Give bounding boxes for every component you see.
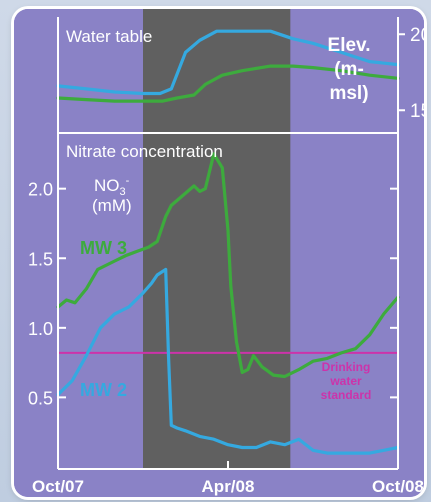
nitrate-ylabel-sub: 3 <box>120 186 126 198</box>
x-tick-label: Apr/08 <box>202 477 255 496</box>
nitrate-tick-label: 2.0 <box>28 180 53 200</box>
standard-label-line: standard <box>321 388 372 402</box>
nitrate-title: Nitrate concentration <box>66 142 223 161</box>
water-table-mw2-line <box>56 29 400 96</box>
standard-label-line: Drinking <box>322 360 371 374</box>
nitrate-ylabel-unit: (mM) <box>92 196 132 215</box>
shaded-period <box>143 9 291 469</box>
nitrate-mw3-line <box>56 152 400 379</box>
mw3-series-label: MW 3 <box>80 238 127 258</box>
water-table-ylabel-line: (m- <box>334 59 364 80</box>
mw2-series-label: MW 2 <box>80 380 127 400</box>
nitrate-ylabel-sup: - <box>126 175 130 187</box>
x-tick-label: Oct/08 <box>372 477 424 496</box>
nitrate-water-table-figure: 20 15 2.0 1.5 1.0 0.5 Oct/07 Apr/08 Oct/08 Water … <box>14 9 424 497</box>
water-table-mw3-line <box>56 64 400 103</box>
nitrate-tick-label: 0.5 <box>28 388 53 408</box>
nitrate-tick-label: 1.5 <box>28 249 53 269</box>
chart-canvas: 20 15 2.0 1.5 1.0 0.5 Oct/07 Apr/08 Oct/08 Water … <box>14 9 424 497</box>
x-tick-label: Oct/07 <box>32 477 84 496</box>
water-table-ylabel-line: Elev. <box>328 35 371 56</box>
water-table-ylabel-line: msl) <box>329 83 368 104</box>
water-table-tick-label: 20 <box>410 25 424 46</box>
standard-label-line: water <box>329 374 362 388</box>
nitrate-mw2-line <box>56 267 400 455</box>
water-table-title: Water table <box>66 27 152 46</box>
nitrate-tick-label: 1.0 <box>28 319 53 339</box>
water-table-tick-label: 15 <box>410 101 424 122</box>
